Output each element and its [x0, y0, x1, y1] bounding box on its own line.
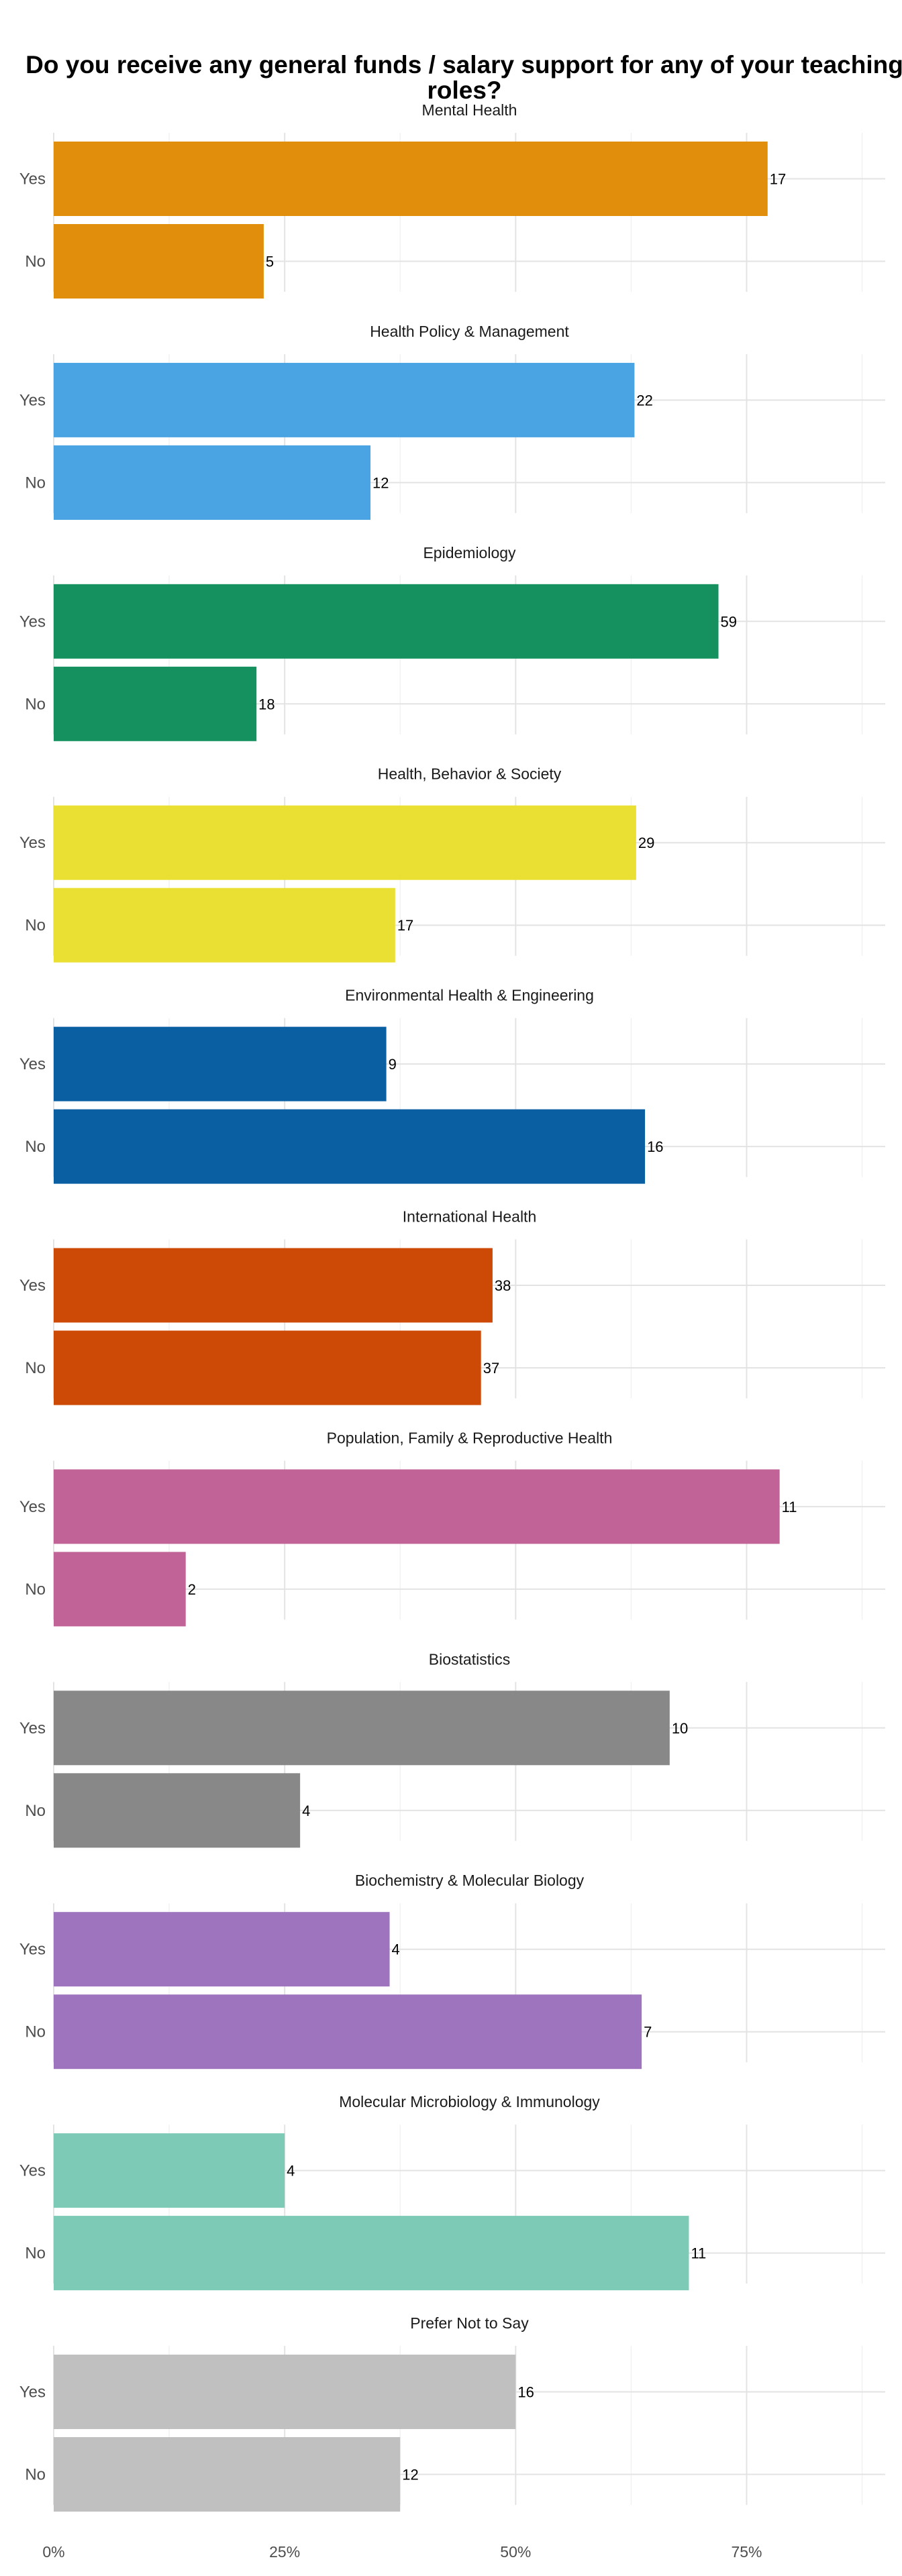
bar-value-label: 2: [188, 1581, 196, 1598]
bar-value-label: 37: [483, 1360, 499, 1377]
x-axis: 0% 25% 50% 75%: [42, 2543, 762, 2561]
panel: Biochemistry & Molecular Biology Yes 4 No 7: [19, 1872, 885, 2070]
bar-value-label: 18: [258, 696, 274, 712]
bar-no: [54, 224, 264, 299]
panel-title: Health, Behavior & Society: [378, 765, 562, 783]
panel: Epidemiology Yes 59 No 18: [19, 544, 885, 741]
bar-value-label: 38: [495, 1277, 511, 1294]
bar-value-label: 11: [782, 1499, 797, 1515]
bar-no: [54, 666, 257, 741]
chart-title-line: roles?: [427, 76, 501, 104]
bar-yes: [54, 1469, 780, 1544]
bar-value-label: 29: [638, 835, 654, 851]
chart-title: Do you receive any general funds / salar…: [26, 51, 902, 104]
panel-title: International Health: [403, 1208, 536, 1226]
bar-yes: [54, 584, 719, 659]
panel: Population, Family & Reproductive Health…: [19, 1429, 885, 1627]
bar-value-label: 22: [636, 392, 652, 409]
bar-value-label: 4: [302, 1803, 310, 1819]
bar-no: [54, 2437, 401, 2512]
category-label: Yes: [19, 2383, 46, 2402]
panel-title: Mental Health: [422, 101, 517, 119]
category-label: No: [25, 2466, 46, 2484]
bar-yes: [54, 2355, 516, 2429]
panel-title: Biochemistry & Molecular Biology: [355, 1872, 585, 1889]
bar-yes: [54, 142, 768, 216]
bar-yes: [54, 1026, 387, 1102]
bar-yes: [54, 362, 635, 437]
bar-value-label: 17: [397, 917, 413, 934]
bar-value-label: 12: [402, 2467, 418, 2483]
x-tick-label: 75%: [731, 2543, 762, 2561]
panel: Health, Behavior & Society Yes 29 No 17: [19, 765, 885, 963]
bar-no: [54, 2216, 689, 2291]
panel-title: Population, Family & Reproductive Health: [327, 1429, 613, 1446]
panel: International Health Yes 38 No 37: [19, 1208, 885, 1405]
bar-value-label: 17: [770, 171, 786, 188]
category-label: No: [25, 1138, 46, 1156]
panel-title: Epidemiology: [423, 544, 516, 561]
category-label: Yes: [19, 2162, 46, 2180]
category-label: No: [25, 1802, 46, 1820]
panel: Mental Health Yes 17 No 5: [19, 101, 885, 299]
bar-yes: [54, 1912, 390, 1987]
bar-no: [54, 445, 371, 520]
chart-panels: Mental Health Yes 17 No 5 Health Policy & Man…: [19, 101, 885, 2512]
bar-value-label: 4: [392, 1941, 400, 1958]
bar-no: [54, 1994, 642, 2070]
panel: Biostatistics Yes 10 No 4: [19, 1650, 885, 1848]
category-label: Yes: [19, 1498, 46, 1516]
bar-value-label: 12: [372, 474, 389, 491]
bar-value-label: 59: [721, 613, 737, 630]
x-tick-label: 50%: [500, 2543, 531, 2561]
bar-no: [54, 1773, 301, 1848]
panel: Prefer Not to Say Yes 16 No 12: [19, 2314, 885, 2512]
panel: Health Policy & Management Yes 22 No 12: [19, 323, 885, 520]
category-label: No: [25, 2023, 46, 2041]
bar-value-label: 16: [517, 2384, 534, 2401]
category-label: No: [25, 474, 46, 492]
category-label: Yes: [19, 1277, 46, 1295]
category-label: No: [25, 695, 46, 713]
bar-yes: [54, 1690, 670, 1766]
category-label: No: [25, 253, 46, 271]
bar-yes: [54, 2133, 285, 2208]
panel: Environmental Health & Engineering Yes 9 No…: [19, 987, 885, 1184]
category-label: Yes: [19, 1941, 46, 1959]
panel-title: Environmental Health & Engineering: [345, 987, 594, 1004]
category-label: No: [25, 1580, 46, 1599]
category-label: Yes: [19, 1719, 46, 1737]
panel-title: Health Policy & Management: [370, 323, 569, 340]
bar-yes: [54, 1248, 493, 1323]
bar-value-label: 4: [287, 2163, 295, 2180]
category-label: No: [25, 916, 46, 934]
panel-title: Molecular Microbiology & Immunology: [339, 2093, 600, 2110]
bar-yes: [54, 805, 636, 880]
bar-value-label: 9: [389, 1056, 397, 1073]
panel-title: Prefer Not to Say: [410, 2314, 529, 2332]
bar-no: [54, 1109, 646, 1184]
panel: Molecular Microbiology & Immunology Yes 4 N…: [19, 2093, 885, 2291]
bar-value-label: 11: [691, 2245, 706, 2262]
category-label: Yes: [19, 170, 46, 189]
category-label: Yes: [19, 1055, 46, 1073]
bar-value-label: 16: [647, 1138, 663, 1155]
bar-no: [54, 1330, 481, 1405]
panel-title: Biostatistics: [429, 1650, 510, 1668]
x-tick-label: 0%: [42, 2543, 64, 2561]
bar-value-label: 7: [644, 2024, 652, 2041]
chart-title-line: Do you receive any general funds / salar…: [26, 51, 902, 78]
category-label: Yes: [19, 612, 46, 631]
category-label: Yes: [19, 391, 46, 409]
bar-no: [54, 888, 395, 963]
bar-value-label: 5: [266, 254, 274, 270]
x-tick-label: 25%: [269, 2543, 300, 2561]
bar-no: [54, 1552, 186, 1627]
category-label: No: [25, 2245, 46, 2263]
category-label: No: [25, 1359, 46, 1377]
bar-value-label: 10: [672, 1720, 688, 1737]
category-label: Yes: [19, 834, 46, 852]
